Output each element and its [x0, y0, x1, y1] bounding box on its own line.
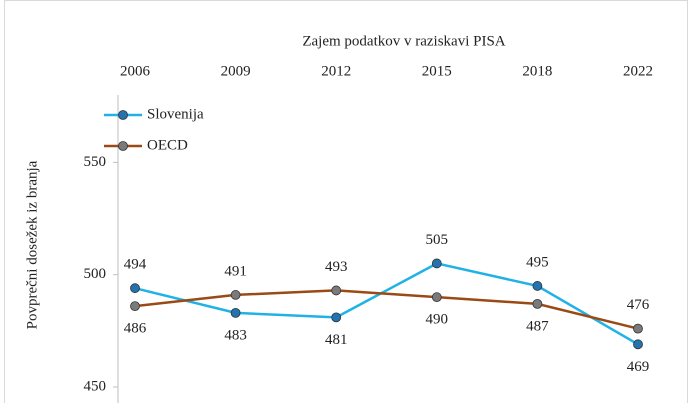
x-tick-label: 2018 — [522, 63, 552, 79]
series-line — [134, 262, 639, 346]
x-tick-label: 2022 — [623, 63, 653, 79]
legend-marker — [118, 110, 128, 120]
data-label: 494 — [124, 257, 147, 273]
legend-marker — [118, 141, 128, 151]
point — [130, 301, 140, 312]
point — [633, 339, 643, 350]
data-label: 490 — [426, 312, 449, 328]
point — [331, 285, 342, 296]
legend-label: Slovenija — [147, 106, 204, 122]
x-tick-label: 2015 — [422, 63, 452, 79]
data-label: 469 — [627, 359, 650, 375]
point — [230, 290, 241, 300]
x-tick-label: 2009 — [221, 63, 251, 79]
y-tick-label: 550 — [84, 154, 107, 170]
data-label: 487 — [526, 318, 549, 334]
point — [130, 283, 140, 294]
series-line — [134, 289, 639, 330]
legend-label: OECD — [147, 137, 188, 153]
y-tick-label: 500 — [84, 266, 107, 282]
point — [331, 312, 342, 323]
point — [431, 292, 442, 303]
data-label: 491 — [224, 263, 247, 279]
y-tick-label: 450 — [84, 378, 107, 394]
data-label: 486 — [124, 321, 147, 337]
data-label: 483 — [224, 327, 247, 343]
data-label: 495 — [526, 254, 549, 270]
data-label: 493 — [325, 259, 348, 275]
point — [633, 323, 643, 334]
data-label: 476 — [627, 297, 650, 313]
point — [532, 281, 543, 291]
point — [532, 298, 543, 309]
data-label: 505 — [426, 232, 449, 248]
x-tick-label: 2006 — [120, 63, 151, 79]
point — [431, 258, 442, 269]
y-axis-title: Povprečni dosežek iz branja — [24, 160, 40, 329]
data-label: 481 — [325, 332, 348, 348]
x-axis-title: Zajem podatkov v raziskavi PISA — [302, 33, 505, 49]
point — [230, 307, 241, 318]
x-tick-label: 2012 — [321, 63, 351, 79]
